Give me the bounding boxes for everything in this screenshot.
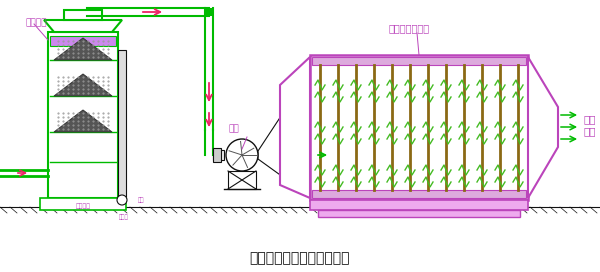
Text: 风机: 风机 [229,124,239,133]
Polygon shape [280,57,310,198]
Bar [40,198,126,210]
Text: 循环泵: 循环泵 [119,214,129,220]
Bar [48,32,118,198]
Bar [228,171,256,189]
Bar [213,150,224,160]
Circle shape [226,139,258,171]
Bar [213,148,221,162]
Bar [310,200,528,210]
Polygon shape [54,38,112,60]
Bar [118,50,126,198]
Polygon shape [258,75,308,195]
Bar [205,8,213,16]
Bar [50,36,116,46]
Bar [318,210,520,217]
Text: 达标
排放: 达标 排放 [584,114,596,136]
Bar [312,57,526,65]
Polygon shape [44,20,122,32]
Polygon shape [54,110,112,132]
Text: 旋流板塔: 旋流板塔 [26,18,47,27]
Bar [312,190,526,198]
Text: 循环水池: 循环水池 [76,203,91,209]
Text: 排污: 排污 [138,197,145,203]
Polygon shape [54,74,112,96]
Bar [310,55,528,200]
Text: 漆包线废气处理方案工艺图: 漆包线废气处理方案工艺图 [250,251,350,265]
Polygon shape [528,57,558,198]
Bar [64,10,102,20]
Text: 紫外光除臭设备: 紫外光除臭设备 [388,23,430,33]
Circle shape [117,195,127,205]
